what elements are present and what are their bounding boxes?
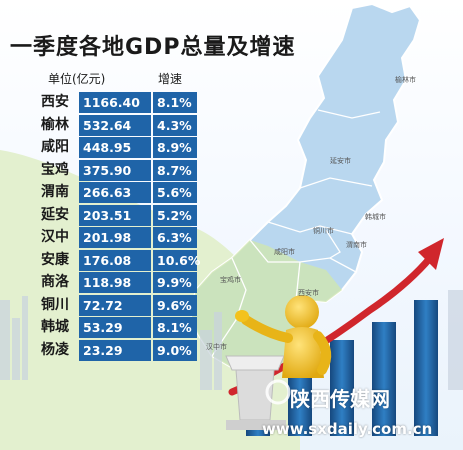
watermark-url: www.sxdaily.com.cn xyxy=(262,420,433,438)
county-borders xyxy=(211,109,381,357)
growth-rate: 9.0% xyxy=(153,339,197,361)
map-label-yanan: 延安市 xyxy=(330,157,351,165)
gdp-value: 266.63 xyxy=(79,182,151,203)
city-name: 渭南 xyxy=(41,184,69,200)
growth-rate: 4.3% xyxy=(153,114,197,136)
growth-rate: 8.1% xyxy=(153,92,197,113)
growth-header: 增速 xyxy=(158,72,183,86)
gdp-value: 118.98 xyxy=(79,272,151,293)
table-row: 榆林 532.64 4.3% xyxy=(0,114,200,136)
gdp-value: 53.29 xyxy=(79,317,151,338)
city-name: 延安 xyxy=(41,206,69,223)
growth-rate: 9.9% xyxy=(153,272,197,293)
city-name: 安康 xyxy=(41,251,69,268)
growth-rate: 8.9% xyxy=(153,137,197,158)
gdp-value: 532.64 xyxy=(79,114,151,136)
table-row: 杨凌 23.29 9.0% xyxy=(0,339,200,361)
gdp-value: 72.72 xyxy=(79,294,151,316)
watermark-logo-icon xyxy=(265,379,291,405)
city-name: 商洛 xyxy=(41,274,69,290)
watermark-brand: 陕西传媒网 xyxy=(290,387,390,411)
table-row: 安康 176.08 10.6% xyxy=(0,249,200,271)
gdp-value: 375.90 xyxy=(79,159,151,181)
growth-rate: 5.6% xyxy=(153,182,197,203)
table-row: 韩城 53.29 8.1% xyxy=(0,317,200,338)
gdp-value: 201.98 xyxy=(79,227,151,248)
table-row: 商洛 118.98 9.9% xyxy=(0,272,200,293)
growth-rate: 5.2% xyxy=(153,204,197,226)
table-row: 延安 203.51 5.2% xyxy=(0,204,200,226)
podium xyxy=(225,355,286,430)
city-name: 汉中 xyxy=(41,229,69,245)
city-name: 咸阳 xyxy=(41,139,69,155)
city-name: 韩城 xyxy=(41,319,69,335)
skyline xyxy=(0,290,463,390)
map-label-baoji: 宝鸡市 xyxy=(220,276,241,284)
city-name: 西安 xyxy=(41,94,69,110)
growth-rate: 6.3% xyxy=(153,227,197,248)
gdp-value: 203.51 xyxy=(79,204,151,226)
map-label-hancheng: 韩城市 xyxy=(365,213,386,221)
gdp-value: 176.08 xyxy=(79,249,151,271)
map-label-weinan: 渭南市 xyxy=(346,241,367,249)
gdp-value: 448.95 xyxy=(79,137,151,158)
growth-rate: 8.7% xyxy=(153,159,197,181)
presenter-figure xyxy=(235,295,332,378)
growth-rate: 9.6% xyxy=(153,294,197,316)
city-name: 榆林 xyxy=(41,116,69,133)
unit-header: 单位(亿元) xyxy=(48,72,106,86)
table-row: 铜川 72.72 9.6% xyxy=(0,294,200,316)
city-name: 宝鸡 xyxy=(41,161,69,178)
city-name: 杨凌 xyxy=(41,341,69,358)
map-label-yulin: 榆林市 xyxy=(395,76,416,84)
southern-region xyxy=(190,240,342,378)
city-name: 铜川 xyxy=(41,296,69,313)
gdp-value: 1166.40 xyxy=(79,92,151,113)
table-row: 咸阳 448.95 8.9% xyxy=(0,137,200,158)
map-label-hanzhong: 汉中市 xyxy=(206,343,227,351)
table-row: 宝鸡 375.90 8.7% xyxy=(0,159,200,181)
table-row: 渭南 266.63 5.6% xyxy=(0,182,200,203)
growth-rate: 8.1% xyxy=(153,317,197,338)
growth-rate: 10.6% xyxy=(153,249,200,271)
gdp-value: 23.29 xyxy=(79,339,151,361)
chart-title: 一季度各地GDP总量及增速 xyxy=(10,35,296,60)
map-label-xian: 西安市 xyxy=(298,289,319,297)
map-label-tongchuan: 铜川市 xyxy=(313,227,334,235)
table-row: 西安 1166.40 8.1% xyxy=(0,92,200,113)
table-row: 汉中 201.98 6.3% xyxy=(0,227,200,248)
map-label-xianyang: 咸阳市 xyxy=(274,248,295,256)
